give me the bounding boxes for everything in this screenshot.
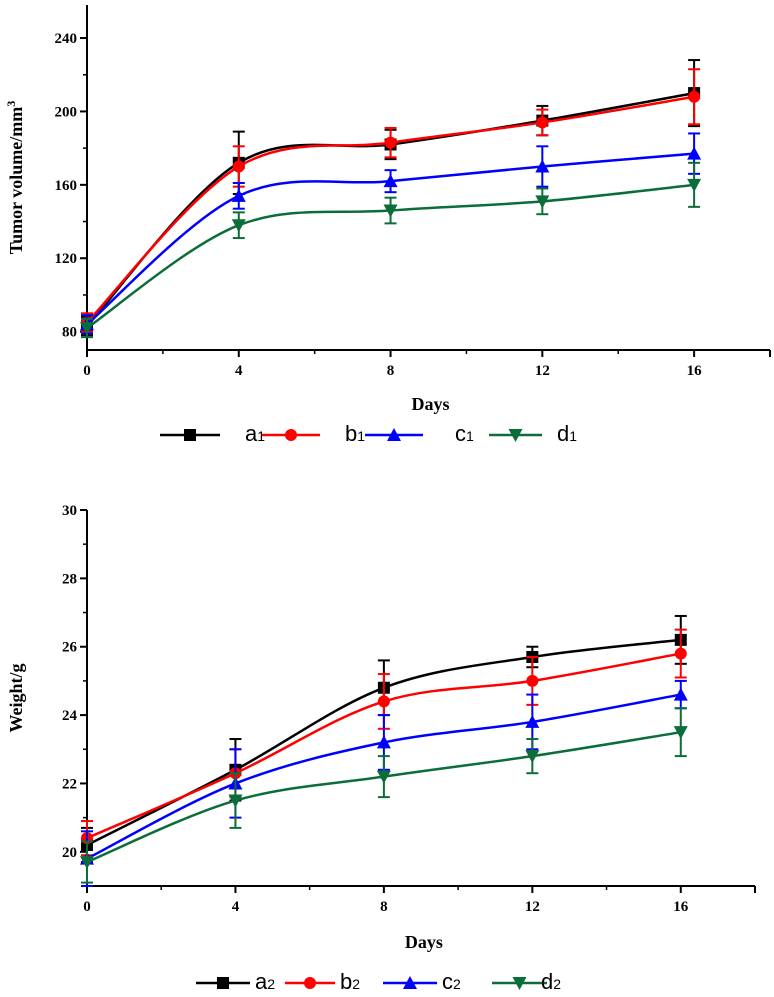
legend-label-subscript: 2 xyxy=(553,976,561,992)
legend-label: c1 xyxy=(455,421,474,446)
data-point xyxy=(536,116,549,129)
y-tick-label: 240 xyxy=(55,31,78,47)
data-point xyxy=(232,160,245,173)
x-tick-label: 4 xyxy=(235,363,243,379)
legend-item-d1: d1 xyxy=(489,421,577,446)
y-axis-title-superscript: 3 xyxy=(4,101,18,107)
legend-marker xyxy=(304,977,316,989)
x-tick-label: 8 xyxy=(387,363,395,379)
series-d1 xyxy=(80,161,702,339)
data-point xyxy=(231,188,246,202)
legend-item-a2: a2 xyxy=(196,969,275,994)
y-tick-label: 22 xyxy=(62,776,77,792)
legend-label-subscript: 1 xyxy=(357,428,365,444)
data-point xyxy=(687,178,702,192)
data-point xyxy=(231,219,246,233)
data-point xyxy=(525,714,540,728)
legend-label-subscript: 2 xyxy=(267,976,275,992)
legend-label-subscript: 1 xyxy=(569,428,577,444)
legend-marker xyxy=(184,429,196,441)
series-b1 xyxy=(81,68,701,333)
y-tick-label: 20 xyxy=(62,845,77,861)
legend-item-d2: d2 xyxy=(492,969,561,994)
y-tick-label: 28 xyxy=(62,571,77,587)
y-tick-label: 120 xyxy=(55,251,78,267)
legend-marker xyxy=(403,976,417,989)
x-tick-label: 4 xyxy=(232,899,240,915)
series-c1 xyxy=(80,132,702,335)
data-point xyxy=(525,750,540,764)
y-tick-label: 26 xyxy=(62,640,78,656)
legend-item-b1: b1 xyxy=(262,421,365,446)
data-point xyxy=(687,146,702,160)
data-point xyxy=(673,687,688,701)
x-axis-title: Days xyxy=(412,394,450,414)
data-point xyxy=(535,159,550,173)
x-axis-title: Days xyxy=(405,932,443,952)
x-tick-label: 12 xyxy=(535,363,550,379)
x-tick-label: 16 xyxy=(687,363,703,379)
legend-label-subscript: 2 xyxy=(352,976,360,992)
legend-label-subscript: 1 xyxy=(257,428,265,444)
data-point xyxy=(228,794,243,808)
x-tick-label: 12 xyxy=(525,899,540,915)
data-point xyxy=(376,770,391,784)
y-axis-title: Tumor volume/mm3 xyxy=(4,101,26,255)
legend-label: b1 xyxy=(345,421,365,446)
x-tick-label: 0 xyxy=(83,899,91,915)
y-tick-label: 30 xyxy=(62,503,77,519)
legend-marker xyxy=(217,977,229,989)
y-tick-label: 24 xyxy=(62,708,78,724)
legend-marker xyxy=(512,977,527,990)
x-tick-label: 16 xyxy=(673,899,689,915)
y-axis-title: Weight/g xyxy=(6,663,26,732)
data-point xyxy=(377,695,390,708)
legend-label: a1 xyxy=(245,421,265,446)
data-point xyxy=(674,647,687,660)
data-point xyxy=(688,90,701,103)
legend-label: d2 xyxy=(541,969,561,994)
x-tick-label: 0 xyxy=(83,363,91,379)
y-tick-label: 160 xyxy=(55,178,78,194)
data-point xyxy=(383,174,398,188)
legend-label-subscript: 2 xyxy=(453,976,461,992)
data-point xyxy=(535,195,550,209)
legend-label: b2 xyxy=(340,969,360,994)
legend-marker xyxy=(387,428,401,441)
data-point xyxy=(673,726,688,740)
legend-item-c2: c2 xyxy=(383,969,461,994)
legend-label: a2 xyxy=(255,969,275,994)
x-tick-label: 8 xyxy=(380,899,388,915)
data-point xyxy=(384,136,397,149)
data-point xyxy=(383,204,398,218)
legend-marker xyxy=(285,429,297,441)
legend-item-b2: b2 xyxy=(285,969,360,994)
series-d2 xyxy=(80,707,688,884)
legend-label-subscript: 1 xyxy=(466,428,474,444)
y-tick-label: 200 xyxy=(55,104,78,120)
data-point xyxy=(526,674,539,687)
legend-label: d1 xyxy=(557,421,577,446)
legend-item-c1: c1 xyxy=(365,421,474,446)
data-point xyxy=(80,321,94,335)
legend-label: c2 xyxy=(442,969,461,994)
legend-item-a1: a1 xyxy=(160,421,265,446)
chart-panel-1: 80 120 160 200 240 0 4 8 12 16 Days Tumor volume/mm… xyxy=(4,5,771,446)
y-tick-label: 80 xyxy=(62,325,77,341)
data-point xyxy=(80,856,94,870)
data-point xyxy=(376,735,391,749)
legend-marker xyxy=(508,429,523,442)
